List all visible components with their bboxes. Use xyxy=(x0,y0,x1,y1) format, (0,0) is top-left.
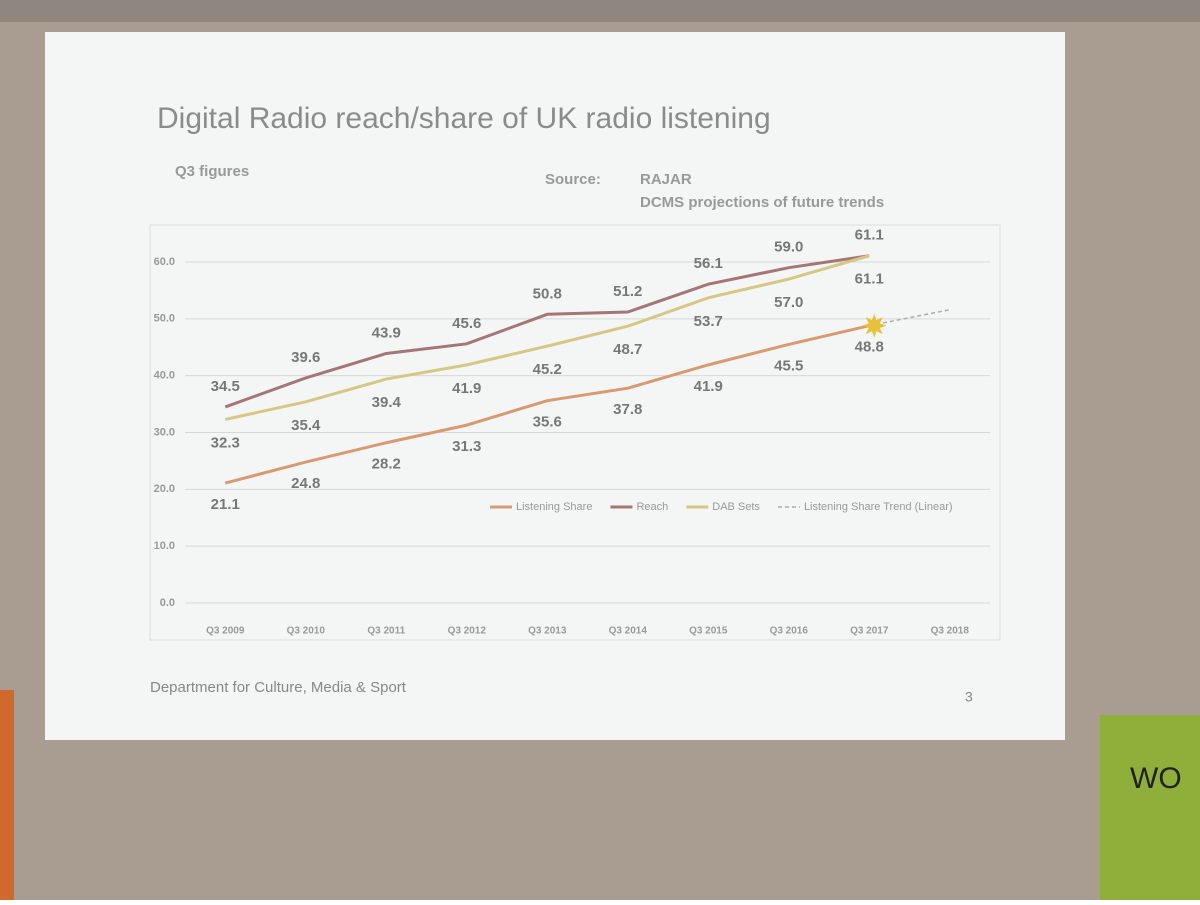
page-number: 3 xyxy=(965,689,973,705)
y-tick-label: 10.0 xyxy=(154,540,175,552)
data-label: 35.6 xyxy=(533,414,562,431)
star-marker xyxy=(862,313,887,338)
plot-frame xyxy=(149,224,1001,641)
legend-label: Listening Share Trend (Linear) xyxy=(804,501,953,513)
data-label: 56.1 xyxy=(694,255,723,272)
legend-label: Reach xyxy=(636,501,668,513)
x-tick-label: Q3 2015 xyxy=(689,626,728,637)
x-tick-label: Q3 2014 xyxy=(609,626,648,637)
source-line: DCMS projections of future trends xyxy=(640,194,884,211)
banner-text: WO xyxy=(1130,762,1182,795)
ceiling xyxy=(0,0,1200,22)
x-tick-label: Q3 2011 xyxy=(367,626,405,637)
data-label: 39.4 xyxy=(372,394,402,411)
data-label: 41.9 xyxy=(452,380,481,397)
data-label: 59.0 xyxy=(774,239,803,256)
data-label: 37.8 xyxy=(613,401,642,418)
source-label: Source: xyxy=(545,171,601,188)
data-label: 57.0 xyxy=(774,294,803,311)
x-tick-label: Q3 2018 xyxy=(931,626,970,637)
legend-label: Listening Share xyxy=(516,501,592,513)
y-tick-label: 40.0 xyxy=(154,370,175,382)
x-tick-label: Q3 2016 xyxy=(770,626,809,637)
x-tick-label: Q3 2009 xyxy=(206,626,245,637)
slide-title: Digital Radio reach/share of UK radio li… xyxy=(157,102,771,135)
footer: Department for Culture, Media & Sport xyxy=(150,679,407,696)
y-tick-label: 60.0 xyxy=(154,256,175,268)
data-label: 48.8 xyxy=(855,339,884,356)
x-tick-label: Q3 2017 xyxy=(850,626,889,637)
data-label: 21.1 xyxy=(211,496,240,513)
data-label: 32.3 xyxy=(211,434,240,451)
data-label: 34.5 xyxy=(211,378,240,395)
data-label: 48.7 xyxy=(613,341,642,358)
left-banner xyxy=(0,690,14,900)
data-label: 41.9 xyxy=(694,378,723,395)
data-label: 45.2 xyxy=(533,361,562,378)
data-label: 39.6 xyxy=(291,349,320,366)
y-tick-label: 30.0 xyxy=(154,426,175,438)
series-line xyxy=(224,254,870,409)
y-tick-label: 0.0 xyxy=(160,597,175,609)
data-label: 50.8 xyxy=(533,285,562,302)
data-label: 35.4 xyxy=(291,417,321,434)
x-tick-label: Q3 2010 xyxy=(287,626,326,637)
series-line xyxy=(224,254,870,421)
data-label: 45.5 xyxy=(774,357,803,374)
y-tick-label: 50.0 xyxy=(154,313,175,325)
y-tick-label: 20.0 xyxy=(154,483,175,495)
series-line xyxy=(224,324,870,485)
data-label: 61.1 xyxy=(855,271,884,288)
banner xyxy=(1100,715,1200,900)
data-label: 51.2 xyxy=(613,283,642,300)
legend-label: DAB Sets xyxy=(712,501,760,513)
data-label: 31.3 xyxy=(452,438,481,455)
data-label: 24.8 xyxy=(291,475,320,492)
data-label: 61.1 xyxy=(855,227,884,244)
data-label: 28.2 xyxy=(372,456,401,473)
slide xyxy=(45,32,1065,740)
subtitle: Q3 figures xyxy=(175,163,249,180)
source-line: RAJAR xyxy=(640,171,692,188)
data-label: 53.7 xyxy=(694,313,723,330)
data-label: 45.6 xyxy=(452,315,481,332)
data-label: 43.9 xyxy=(372,324,401,341)
x-tick-label: Q3 2013 xyxy=(528,626,567,637)
x-tick-label: Q3 2012 xyxy=(448,626,487,637)
